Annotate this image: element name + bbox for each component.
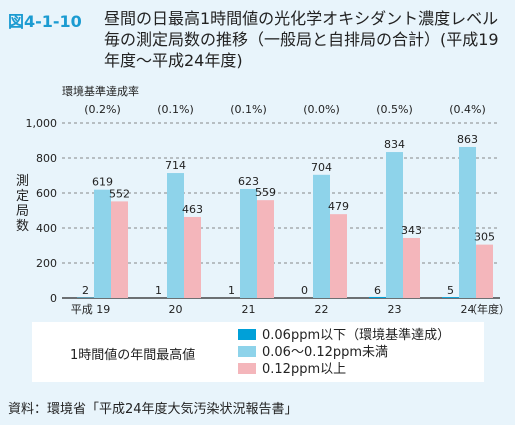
y-tick-label: 1,000 — [26, 117, 58, 130]
bar-high-0 — [111, 201, 128, 298]
x-axis-unit: （年度） — [466, 302, 510, 316]
y-tick-label: 400 — [36, 222, 57, 235]
y-tick-label: 200 — [36, 257, 57, 270]
legend-swatch-mid — [238, 346, 256, 357]
data-label: 463 — [182, 203, 203, 216]
x-tick-label: 24 — [461, 303, 475, 316]
achievement-rate: (0.1%) — [157, 103, 194, 116]
x-tick-label: 22 — [315, 303, 329, 316]
bar-low-4 — [369, 296, 386, 298]
data-label: 2 — [82, 284, 89, 297]
bar-low-5 — [442, 297, 459, 298]
data-label: 619 — [92, 176, 113, 189]
data-label: 623 — [238, 175, 259, 188]
data-label: 1 — [155, 284, 162, 297]
data-label: 5 — [447, 284, 454, 297]
bar-high-4 — [403, 237, 420, 298]
data-label: 479 — [328, 200, 349, 213]
x-tick-label: 平成 19 — [71, 303, 111, 316]
bar-mid-0 — [94, 189, 111, 298]
y-tick-label: 0 — [50, 292, 57, 305]
figure-title: 昼間の日最高1時間値の光化学オキシダント濃度レベル毎の測定局数の推移（一般局と自… — [104, 9, 499, 70]
bar-mid-1 — [167, 173, 184, 298]
bar-mid-2 — [240, 188, 257, 298]
data-label: 834 — [384, 138, 405, 151]
x-tick-label: 23 — [388, 303, 402, 316]
legend-caption: 1時間値の年間最高値 — [70, 348, 196, 363]
achievement-rate: (0.5%) — [376, 103, 413, 116]
data-label: 1 — [228, 284, 235, 297]
data-label: 305 — [474, 231, 495, 244]
data-label: 704 — [311, 161, 332, 174]
bar-high-5 — [476, 244, 493, 298]
bar-mid-4 — [386, 152, 403, 298]
data-label: 714 — [165, 159, 186, 172]
bar-high-1 — [184, 216, 201, 298]
bar-high-3 — [330, 214, 347, 298]
y-tick-label: 600 — [36, 187, 57, 200]
legend-item-mid: 0.06〜0.12ppm未満 — [238, 345, 388, 361]
data-label: 6 — [374, 284, 381, 297]
figure-number: 図4-1-10 — [8, 12, 82, 31]
achievement-rate-label: 環境基準達成率 — [62, 84, 139, 98]
legend: 1時間値の年間最高値 0.06ppm以下（環境基準達成） 0.06〜0.12pp… — [32, 322, 484, 382]
data-label: 863 — [457, 133, 478, 146]
data-label: 552 — [109, 187, 130, 200]
achievement-rate: (0.4%) — [449, 103, 486, 116]
data-label: 343 — [401, 224, 422, 237]
bar-chart: 環境基準達成率 (0.2%) (0.1%) (0.1%) (0.0%) (0.5%) (0… — [16, 84, 510, 316]
achievement-rate: (0.1%) — [230, 103, 267, 116]
legend-swatch-high — [238, 363, 256, 374]
bar-mid-3 — [313, 174, 330, 298]
source-note: 資料：環境省「平成24年度大気汚染状況報告書」 — [8, 402, 298, 417]
bar-mid-5 — [459, 146, 476, 298]
data-label: 559 — [255, 186, 276, 199]
achievement-rate: (0.0%) — [303, 103, 340, 116]
x-tick-label: 20 — [169, 303, 183, 316]
bar-high-2 — [257, 200, 274, 298]
legend-swatch-low — [238, 329, 256, 340]
data-label: 0 — [301, 284, 308, 297]
achievement-rate: (0.2%) — [84, 103, 121, 116]
legend-item-high: 0.12ppm以上 — [238, 362, 346, 378]
y-tick-label: 800 — [36, 152, 57, 165]
y-axis-label: 測定局数 — [16, 174, 29, 234]
legend-item-low: 0.06ppm以下（環境基準達成） — [238, 328, 450, 344]
x-tick-label: 21 — [242, 303, 256, 316]
